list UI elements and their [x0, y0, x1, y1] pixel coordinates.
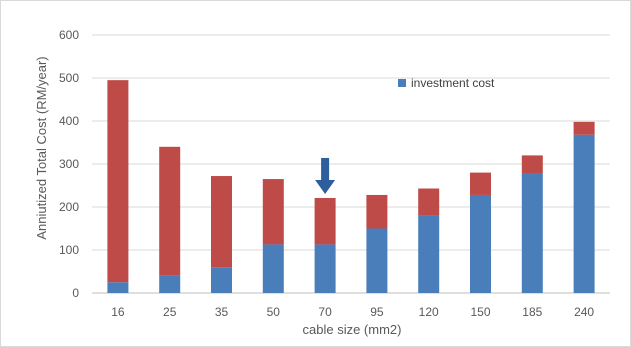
bar-investment-cost — [573, 134, 595, 293]
y-tick-label: 200 — [59, 200, 79, 214]
y-tick-label: 600 — [59, 28, 79, 42]
bar-segment-upper — [573, 121, 595, 135]
bar-segment-upper — [470, 172, 491, 195]
y-tick-label: 0 — [72, 286, 79, 300]
y-tick-label: 100 — [59, 243, 79, 257]
y-tick-label: 300 — [59, 157, 79, 171]
y-tick-label: 500 — [59, 71, 79, 85]
bar-investment-cost — [521, 173, 543, 293]
y-axis-ticks: 0 100 200 300 400 500 600 — [59, 28, 79, 300]
x-tick-label: 16 — [111, 305, 125, 319]
bar-segment-upper — [107, 80, 129, 283]
bar-investment-cost — [211, 267, 232, 293]
x-tick-label: 185 — [522, 305, 542, 319]
x-tick-label: 240 — [574, 305, 594, 319]
x-axis-ticks: 16 25 35 50 70 95 120 150 185 240 — [111, 305, 594, 319]
arrow-head — [315, 179, 336, 194]
bar-investment-cost — [314, 244, 336, 293]
bar-segment-upper — [262, 179, 284, 245]
x-tick-label: 25 — [163, 305, 177, 319]
bar-investment-cost — [159, 275, 181, 293]
bar-segment-upper — [418, 188, 440, 216]
legend-label: investment cost — [411, 76, 495, 90]
x-axis-title: cable size (mm2) — [303, 322, 402, 337]
legend-swatch — [398, 79, 406, 87]
bar-segment-upper — [521, 155, 543, 174]
x-tick-label: 70 — [318, 305, 332, 319]
bar-segment-upper — [366, 194, 388, 229]
bar-segment-upper — [314, 197, 336, 245]
bar-investment-cost — [470, 194, 491, 293]
x-tick-label: 120 — [419, 305, 439, 319]
bar-segment-upper — [159, 146, 181, 276]
x-tick-label: 95 — [370, 305, 384, 319]
bar-investment-cost — [366, 228, 388, 293]
y-tick-label: 400 — [59, 114, 79, 128]
x-tick-label: 50 — [267, 305, 281, 319]
legend: investment cost — [398, 76, 495, 90]
bar-segment-upper — [211, 176, 232, 268]
bar-investment-cost — [107, 282, 129, 293]
y-axis-title: Anniutized Total Cost (RM/year) — [34, 56, 49, 239]
bar-investment-cost — [262, 244, 284, 293]
bar-investment-cost — [418, 215, 440, 293]
bars — [107, 80, 595, 293]
arrow-shaft — [321, 157, 330, 182]
x-tick-label: 150 — [470, 305, 490, 319]
down-arrow-icon — [315, 157, 336, 194]
x-tick-label: 35 — [215, 305, 229, 319]
